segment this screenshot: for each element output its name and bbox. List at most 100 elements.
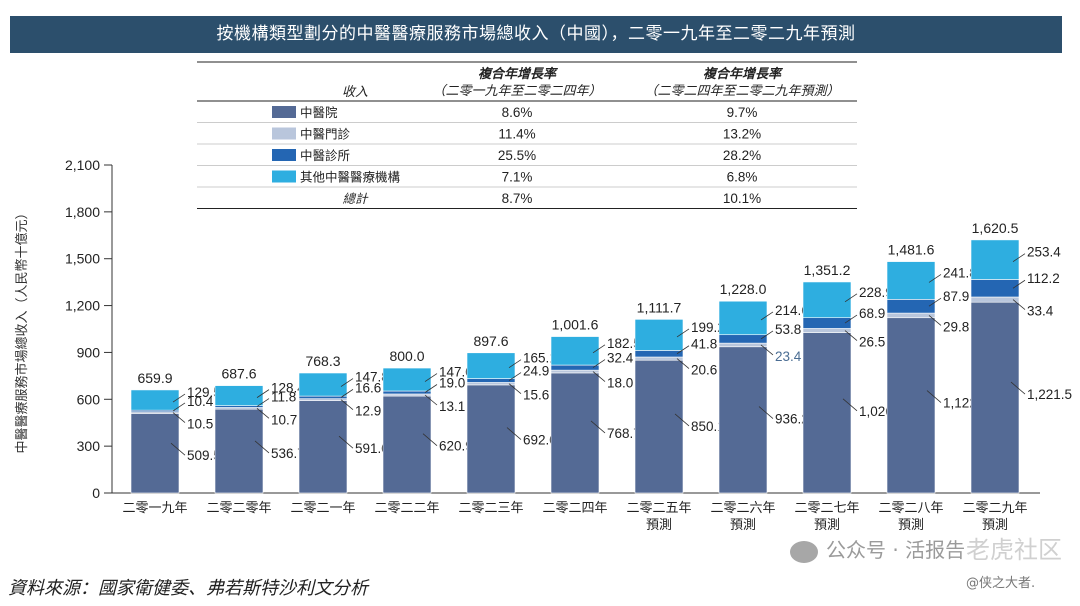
data-label-hospital: 936.2 bbox=[775, 412, 809, 427]
bar-segment-hospital bbox=[214, 408, 264, 494]
data-label-hospital: 692.0 bbox=[523, 433, 557, 448]
legend-label: 其他中醫醫療機構 bbox=[300, 170, 401, 185]
leader-line bbox=[508, 383, 522, 395]
leader-line bbox=[674, 413, 690, 427]
leader-line bbox=[508, 359, 522, 369]
leader-line bbox=[256, 408, 270, 419]
data-label-total: 687.6 bbox=[221, 366, 256, 382]
leader-line bbox=[1010, 381, 1026, 395]
x-tick-label: 二零二七年 bbox=[794, 501, 859, 516]
data-label-clinic: 41.8 bbox=[691, 337, 717, 352]
y-axis-label: 中醫醫療服務市場總收入（人民幣十億元） bbox=[14, 206, 30, 453]
x-tick-label: 二零二五年 bbox=[626, 501, 691, 516]
x-tick-label: 二零二二年 bbox=[374, 501, 439, 516]
watermark-overlay: 老虎社区 bbox=[966, 536, 1062, 564]
data-label-hospital: 509.5 bbox=[187, 448, 221, 463]
bar-segment-hospital bbox=[550, 372, 600, 494]
bar-segment-hospital bbox=[382, 395, 432, 494]
data-label-hospital: 591.0 bbox=[355, 441, 389, 456]
x-tick-label: 預測 bbox=[814, 518, 840, 533]
leader-line bbox=[1012, 253, 1026, 263]
bar-segment-clinic bbox=[298, 395, 348, 399]
leader-line bbox=[172, 412, 186, 423]
leader-line bbox=[338, 435, 354, 449]
legend-swatch-other bbox=[272, 170, 296, 183]
bar-segment-clinic bbox=[970, 279, 1020, 298]
leader-line bbox=[170, 442, 186, 456]
bar-segment-outpatient bbox=[802, 328, 852, 333]
y-tick-label: 2,100 bbox=[65, 157, 100, 173]
leader-line bbox=[1012, 279, 1026, 289]
data-label-total: 1,228.0 bbox=[720, 281, 767, 297]
bar-segment-hospital bbox=[298, 400, 348, 494]
data-label-other: 241.8 bbox=[943, 265, 977, 280]
data-label-other: 147.0 bbox=[439, 365, 473, 380]
legend-label: 中醫門診 bbox=[300, 127, 351, 142]
bar-segment-clinic bbox=[634, 350, 684, 358]
x-tick-label: 二零二八年 bbox=[878, 501, 943, 516]
table-header-cagr: 複合年增長率 bbox=[478, 66, 559, 82]
data-label-total: 1,481.6 bbox=[888, 242, 935, 258]
cagr-value: 28.2% bbox=[723, 148, 761, 163]
data-label-other: 165.1 bbox=[523, 351, 557, 366]
data-label-hospital: 850.1 bbox=[691, 419, 725, 434]
data-label-total: 659.9 bbox=[137, 370, 172, 386]
data-label-other: 253.4 bbox=[1027, 245, 1061, 260]
legend-swatch-clinic bbox=[272, 149, 296, 161]
cagr-value: 11.4% bbox=[498, 127, 535, 142]
data-label-clinic: 11.8 bbox=[271, 390, 296, 405]
leader-line bbox=[844, 293, 858, 303]
bar-segment-clinic bbox=[718, 334, 768, 344]
data-label-hospital: 1,221.5 bbox=[1027, 387, 1072, 402]
source-note: 資料來源：國家衛健委、弗若斯特沙利文分析 bbox=[8, 578, 368, 599]
leader-line bbox=[1012, 299, 1026, 310]
data-label-total: 1,351.2 bbox=[804, 262, 851, 278]
cagr-value: 9.7% bbox=[727, 105, 758, 120]
bar-segment-clinic bbox=[550, 364, 600, 371]
x-tick-label: 預測 bbox=[982, 518, 1008, 533]
data-label-total: 800.0 bbox=[389, 348, 424, 364]
x-tick-label: 二零二一年 bbox=[290, 501, 355, 516]
data-label-outpatient: 23.4 bbox=[775, 349, 802, 364]
legend-label-total: 總計 bbox=[342, 191, 369, 206]
bar-segment-hospital bbox=[970, 301, 1020, 494]
wechat-icon bbox=[790, 540, 818, 563]
cagr-value: 10.1% bbox=[723, 191, 761, 206]
leader-line bbox=[592, 371, 606, 382]
cagr-value: 8.7% bbox=[502, 191, 533, 206]
data-label-outpatient: 13.1 bbox=[439, 399, 465, 414]
x-tick-label: 二零二四年 bbox=[542, 501, 607, 516]
data-label-total: 897.6 bbox=[473, 333, 508, 349]
y-tick-label: 0 bbox=[92, 485, 100, 501]
chart-title: 按機構類型劃分的中醫醫療服務市場總收入（中國），二零一九年至二零二九年預測 bbox=[10, 16, 1062, 53]
leader-line bbox=[928, 297, 942, 307]
legend-swatch-hospital bbox=[272, 106, 296, 118]
x-tick-label: 二零二零年 bbox=[206, 501, 271, 516]
bar-segment-outpatient bbox=[634, 356, 684, 361]
data-label-hospital: 768.7 bbox=[607, 426, 641, 441]
cagr-value: 8.6% bbox=[502, 105, 533, 120]
bar-segment-other bbox=[970, 239, 1020, 280]
legend-label: 中醫院 bbox=[300, 105, 338, 120]
leader-line bbox=[508, 372, 522, 381]
leader-line bbox=[592, 344, 606, 354]
y-tick-label: 600 bbox=[77, 391, 101, 407]
watermark-text: 公众号 · 活报告 bbox=[826, 538, 966, 562]
data-label-clinic: 87.9 bbox=[943, 289, 969, 304]
data-label-other: 199.2 bbox=[691, 320, 725, 335]
bar-segment-outpatient bbox=[718, 342, 768, 348]
table-header-cagr: 複合年增長率 bbox=[703, 66, 784, 82]
data-label-total: 1,111.7 bbox=[637, 299, 682, 315]
data-label-other: 147.8 bbox=[355, 370, 389, 385]
bar-segment-hospital bbox=[718, 346, 768, 494]
x-tick-label: 預測 bbox=[646, 518, 672, 533]
y-tick-label: 1,800 bbox=[65, 204, 100, 220]
data-label-other: 228.9 bbox=[859, 285, 893, 300]
data-label-clinic: 19.0 bbox=[439, 375, 465, 390]
bar-segment-other bbox=[718, 300, 768, 336]
bar-segment-outpatient bbox=[886, 312, 936, 319]
data-label-other: 214.6 bbox=[775, 303, 809, 318]
data-label-clinic: 53.8 bbox=[775, 322, 801, 337]
bar-segment-hospital bbox=[802, 332, 852, 494]
